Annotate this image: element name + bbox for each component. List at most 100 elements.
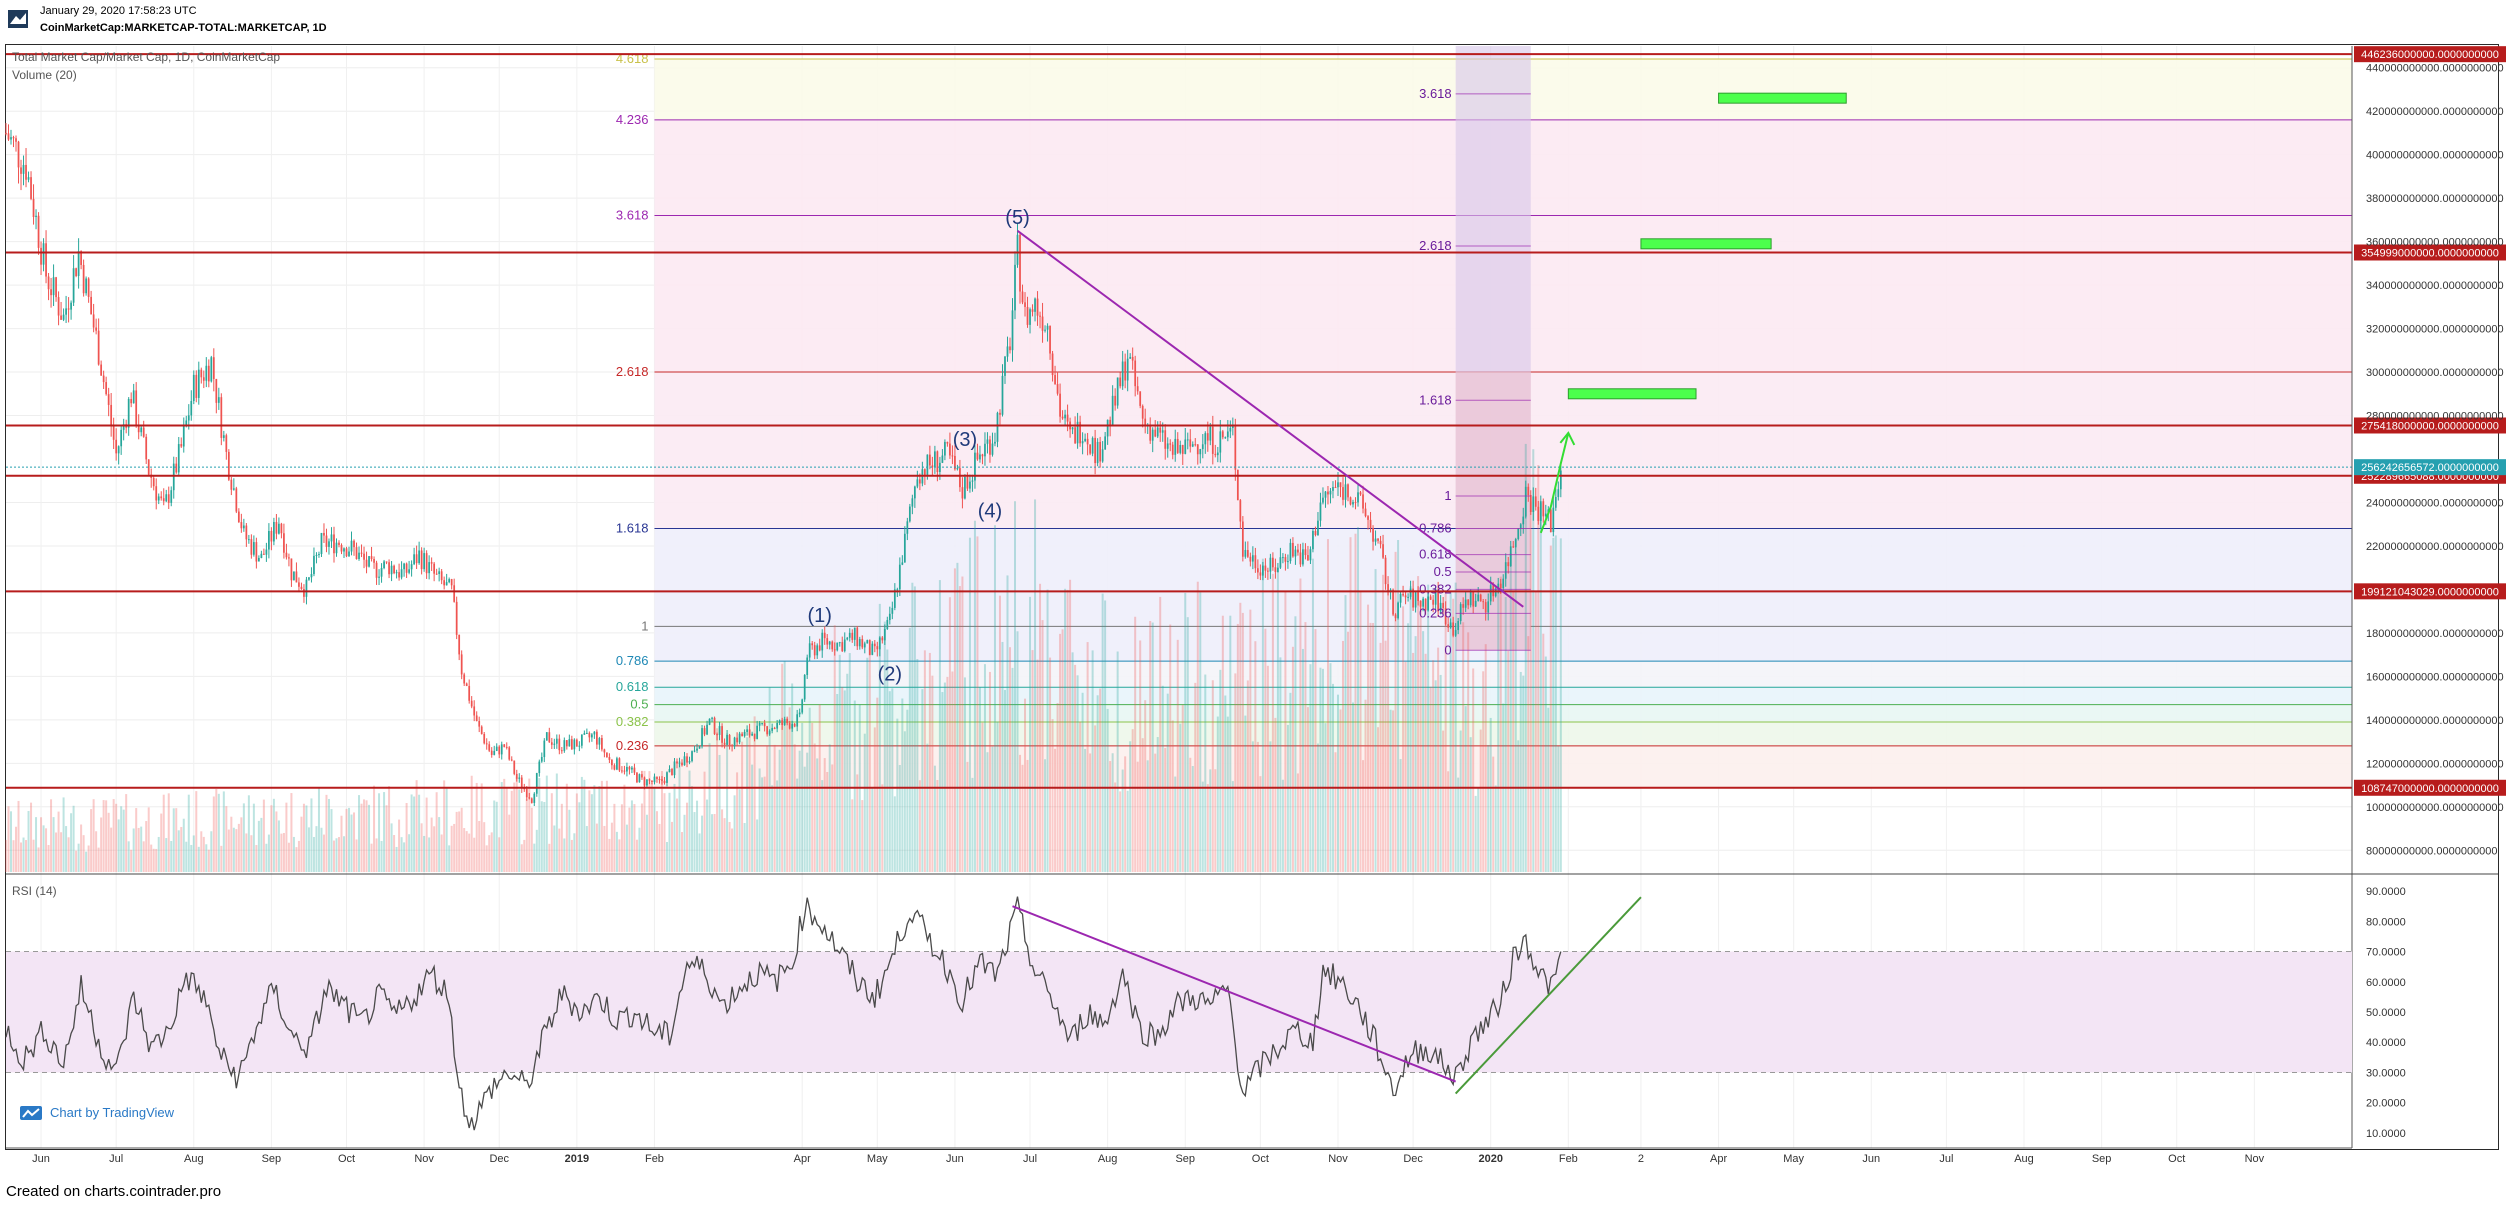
- volume-bar: [771, 785, 774, 872]
- volume-bar: [340, 815, 343, 872]
- candle-body: [1379, 540, 1382, 545]
- candle-body: [866, 640, 869, 644]
- rsi-tick-label: 40.0000: [2366, 1037, 2406, 1049]
- candle-body: [470, 700, 473, 707]
- volume-bar: [152, 848, 155, 872]
- volume-bar: [185, 841, 188, 872]
- volume-bar: [906, 709, 909, 872]
- volume-bar: [881, 784, 884, 872]
- volume-bar: [813, 743, 816, 872]
- candle-body: [235, 488, 238, 512]
- volume-bar: [1194, 682, 1197, 872]
- volume-bar: [1124, 756, 1127, 872]
- candle-body: [888, 613, 891, 621]
- candle-body: [1031, 309, 1034, 312]
- volume-bar: [1522, 675, 1525, 872]
- volume-bar: [525, 798, 528, 872]
- candle-body: [1499, 583, 1502, 589]
- candle-body: [1026, 306, 1029, 325]
- volume-bar: [483, 822, 486, 872]
- candle-body: [1337, 482, 1339, 488]
- price-tick-label: 220000000000.0000000000: [2366, 541, 2504, 553]
- candle-body: [1061, 416, 1064, 419]
- candle-body: [1392, 589, 1394, 615]
- candle-body: [1512, 546, 1515, 548]
- volume-bar: [1216, 716, 1219, 872]
- volume-bar: [748, 732, 751, 872]
- volume-bar: [1404, 661, 1407, 872]
- candle-body: [1096, 441, 1099, 464]
- volume-bar: [375, 838, 378, 872]
- fib-right-label: 0.618: [1419, 547, 1452, 562]
- volume-bar: [358, 795, 361, 872]
- candle-body: [515, 773, 518, 779]
- fib-band: [654, 745, 2352, 788]
- volume-bar: [90, 809, 93, 872]
- candle-body: [886, 620, 889, 629]
- volume-bar: [215, 788, 218, 872]
- volume-bar: [232, 827, 235, 872]
- candle-body: [828, 641, 831, 645]
- volume-bar: [803, 766, 806, 872]
- volume-bar: [1394, 551, 1397, 872]
- volume-bar: [300, 816, 303, 872]
- candle-body: [460, 654, 463, 675]
- volume-bar: [660, 771, 663, 872]
- candle-body: [843, 639, 846, 652]
- volume-bar: [493, 800, 496, 872]
- volume-bar: [1011, 667, 1014, 872]
- projection-arrowhead: [1559, 431, 1576, 446]
- candle-body: [295, 571, 298, 583]
- volume-bar: [1424, 653, 1427, 872]
- volume-bar: [97, 847, 100, 872]
- volume-bar: [1196, 581, 1199, 872]
- volume-bar: [45, 828, 48, 872]
- volume-bar: [1341, 640, 1344, 872]
- volume-bar: [312, 836, 315, 872]
- time-tick-label: Apr: [794, 1153, 811, 1165]
- volume-bar: [1477, 787, 1480, 872]
- candle-body: [20, 167, 22, 174]
- time-tick-label: May: [867, 1153, 888, 1165]
- volume-bar: [963, 677, 966, 872]
- candle-body: [733, 737, 736, 747]
- candle-body: [1532, 496, 1535, 512]
- tradingview-badge[interactable]: Chart by TradingView: [20, 1105, 174, 1120]
- candle-body: [1319, 502, 1322, 521]
- time-tick-label: Dec: [489, 1153, 509, 1165]
- wave-label: (4): [978, 501, 1002, 523]
- candle-body: [95, 327, 98, 331]
- candle-body: [1494, 588, 1497, 597]
- candle-body: [1287, 561, 1289, 563]
- volume-bar: [1399, 759, 1402, 872]
- candle-body: [1557, 489, 1560, 498]
- volume-bar: [761, 777, 764, 872]
- volume-bar: [430, 817, 433, 872]
- candle-body: [265, 549, 268, 555]
- candle-body: [500, 744, 503, 755]
- volume-bar: [1497, 589, 1500, 872]
- candle-body: [288, 557, 290, 559]
- candle-body: [713, 717, 716, 735]
- volume-bar: [981, 722, 984, 872]
- candle-body: [1552, 507, 1555, 533]
- volume-bar: [1519, 671, 1522, 872]
- candle-body: [1427, 596, 1429, 611]
- volume-bar: [105, 800, 108, 872]
- volume-bar: [32, 839, 35, 872]
- candle-body: [353, 540, 355, 548]
- volume-bar: [1101, 593, 1104, 872]
- volume-bar: [608, 838, 611, 872]
- candle-body: [1099, 441, 1102, 462]
- volume-bar: [888, 691, 891, 872]
- candle-body: [1432, 599, 1435, 605]
- candle-body: [934, 451, 936, 468]
- volume-bar: [1392, 710, 1395, 872]
- volume-bar: [1064, 588, 1067, 872]
- candle-body: [438, 571, 441, 574]
- volume-bar: [801, 722, 804, 872]
- candle-body: [338, 542, 340, 545]
- candle-body: [325, 535, 328, 547]
- volume-bar: [332, 840, 335, 872]
